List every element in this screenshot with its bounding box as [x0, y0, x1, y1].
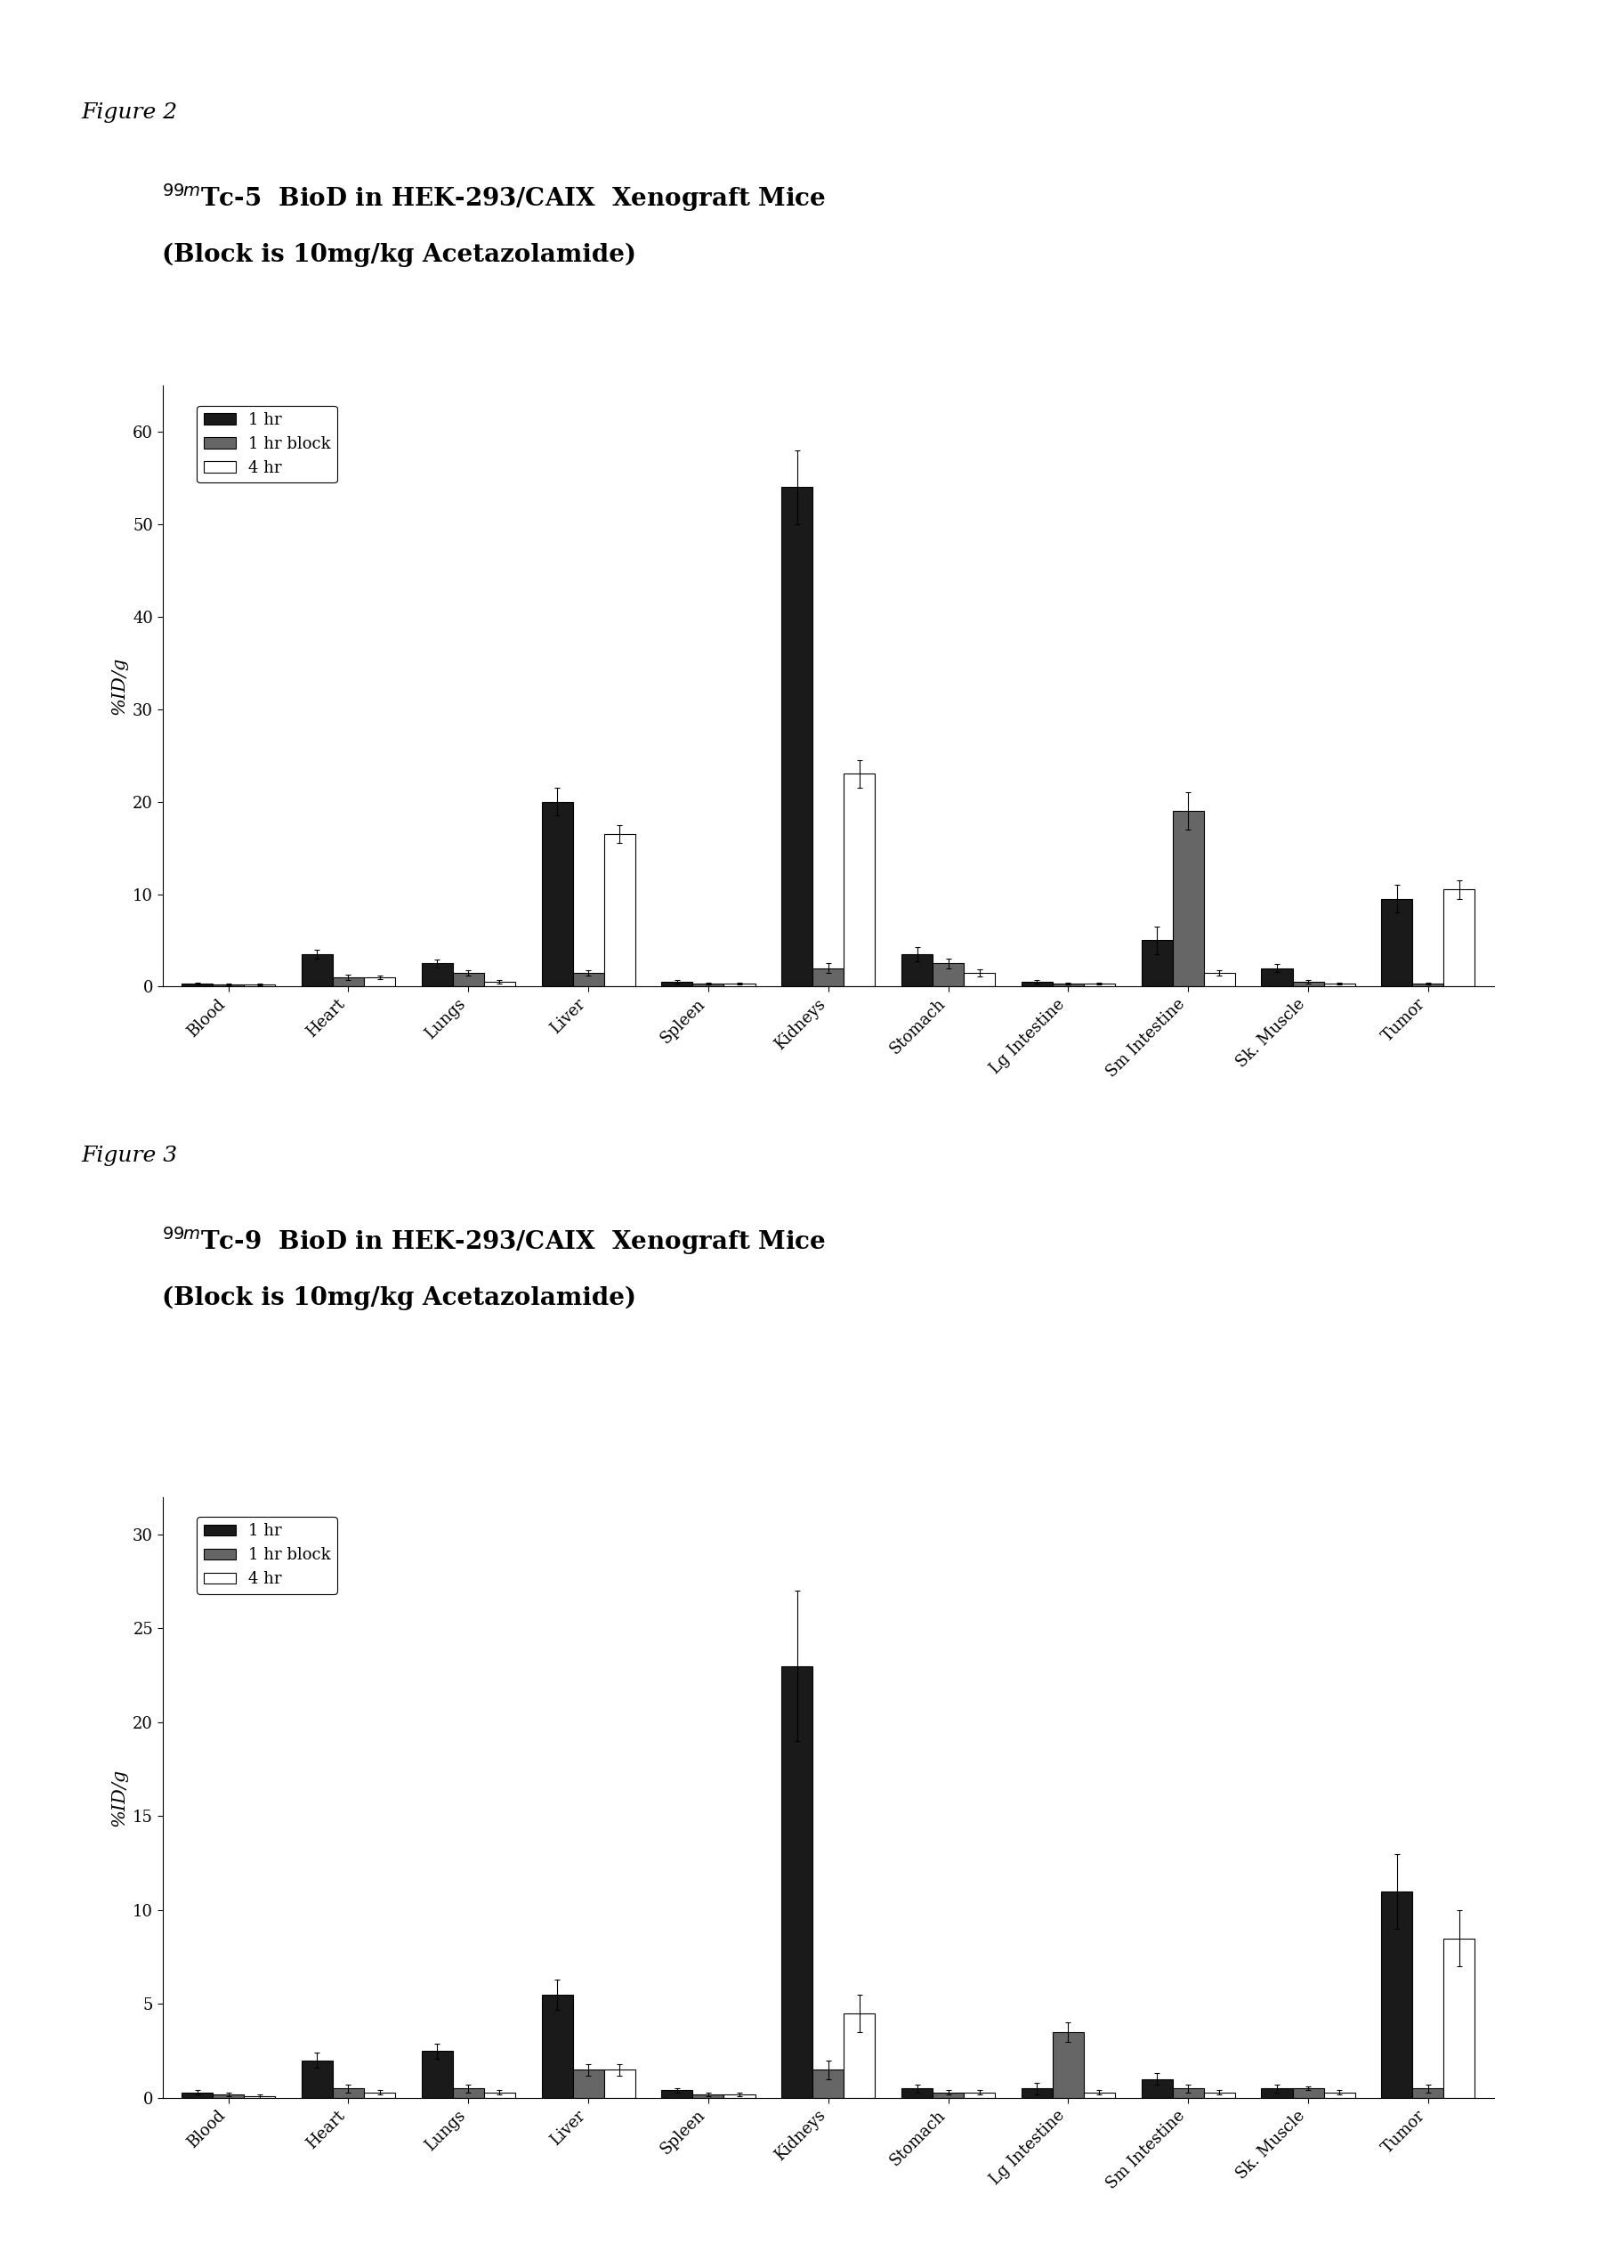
Bar	[302, 955, 333, 987]
Bar	[604, 2071, 635, 2098]
Bar	[453, 973, 484, 987]
Text: Figure 2: Figure 2	[81, 102, 177, 122]
Bar	[1444, 1939, 1475, 2098]
Bar	[932, 964, 963, 987]
Bar	[182, 2093, 213, 2098]
Bar	[333, 978, 364, 987]
Bar	[484, 2093, 515, 2098]
Bar	[1142, 941, 1173, 987]
Bar	[1262, 2089, 1293, 2098]
Bar	[844, 2014, 875, 2098]
Bar	[1382, 1892, 1413, 2098]
Bar	[932, 2093, 963, 2098]
Bar	[1142, 2080, 1173, 2098]
Bar	[1413, 984, 1444, 987]
Bar	[364, 978, 395, 987]
Bar	[1173, 812, 1203, 987]
Bar	[781, 1667, 812, 2098]
Bar	[573, 2071, 604, 2098]
Bar	[844, 773, 875, 987]
Bar	[661, 2091, 693, 2098]
Bar	[724, 984, 755, 987]
Bar	[1262, 968, 1293, 987]
Bar	[963, 2093, 996, 2098]
Bar	[1203, 973, 1234, 987]
Bar	[422, 2050, 453, 2098]
Bar	[1052, 984, 1083, 987]
Bar	[541, 801, 573, 987]
Bar	[1052, 2032, 1083, 2098]
Bar	[1083, 984, 1116, 987]
Bar	[781, 488, 812, 987]
Text: $^{99m}$Tc-5  BioD in HEK-293/CAIX  Xenograft Mice: $^{99m}$Tc-5 BioD in HEK-293/CAIX Xenogr…	[162, 181, 827, 213]
Bar	[541, 1994, 573, 2098]
Text: Figure 3: Figure 3	[81, 1145, 177, 1166]
Bar	[1293, 982, 1324, 987]
Bar	[661, 982, 693, 987]
Bar	[1203, 2093, 1234, 2098]
Bar	[1324, 984, 1354, 987]
Bar	[573, 973, 604, 987]
Bar	[333, 2089, 364, 2098]
Bar	[604, 835, 635, 987]
Bar	[1173, 2089, 1203, 2098]
Bar	[812, 2071, 844, 2098]
Bar	[1324, 2093, 1354, 2098]
Text: (Block is 10mg/kg Acetazolamide): (Block is 10mg/kg Acetazolamide)	[162, 243, 637, 268]
Bar	[1444, 889, 1475, 987]
Text: (Block is 10mg/kg Acetazolamide): (Block is 10mg/kg Acetazolamide)	[162, 1286, 637, 1311]
Bar	[213, 2093, 244, 2098]
Bar	[812, 968, 844, 987]
Y-axis label: %ID/g: %ID/g	[110, 658, 128, 714]
Bar	[453, 2089, 484, 2098]
Text: $^{99m}$Tc-9  BioD in HEK-293/CAIX  Xenograft Mice: $^{99m}$Tc-9 BioD in HEK-293/CAIX Xenogr…	[162, 1225, 827, 1256]
Bar	[364, 2093, 395, 2098]
Bar	[1293, 2089, 1324, 2098]
Bar	[484, 982, 515, 987]
Bar	[724, 2093, 755, 2098]
Bar	[182, 984, 213, 987]
Bar	[302, 2059, 333, 2098]
Bar	[1083, 2093, 1116, 2098]
Bar	[1021, 2089, 1052, 2098]
Bar	[1021, 982, 1052, 987]
Legend: 1 hr, 1 hr block, 4 hr: 1 hr, 1 hr block, 4 hr	[197, 1517, 338, 1594]
Bar	[693, 984, 724, 987]
Y-axis label: %ID/g: %ID/g	[110, 1769, 128, 1826]
Bar	[1382, 898, 1413, 987]
Bar	[1413, 2089, 1444, 2098]
Bar	[963, 973, 996, 987]
Bar	[422, 964, 453, 987]
Bar	[901, 2089, 932, 2098]
Bar	[693, 2093, 724, 2098]
Bar	[901, 955, 932, 987]
Legend: 1 hr, 1 hr block, 4 hr: 1 hr, 1 hr block, 4 hr	[197, 406, 338, 483]
